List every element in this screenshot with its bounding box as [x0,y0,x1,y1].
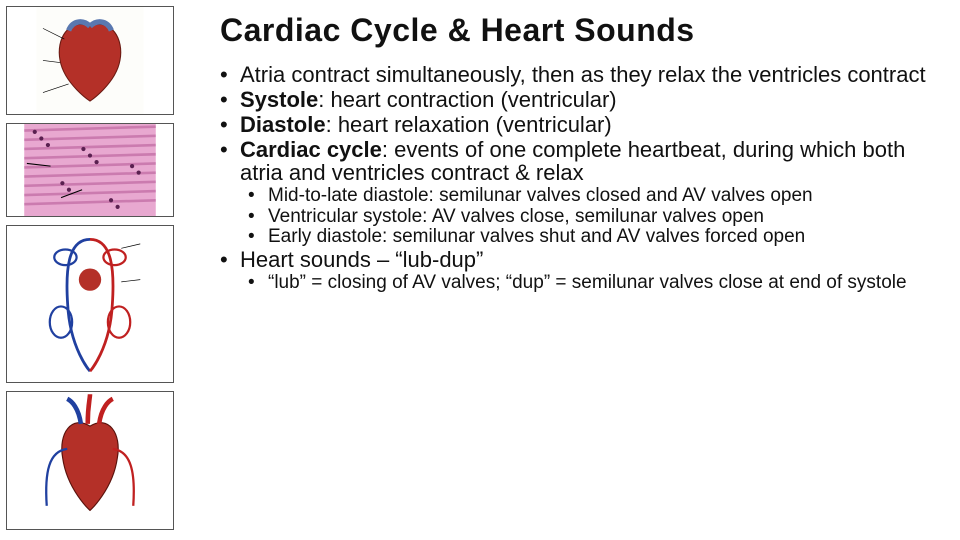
slide-content: Cardiac Cycle & Heart Sounds Atria contr… [180,0,960,540]
sub-bullet: “lub” = closing of AV valves; “dup” = se… [248,273,942,292]
sub-bullet: Ventricular systole: AV valves close, se… [248,207,942,226]
main-bullet: Atria contract simultaneously, then as t… [220,63,942,86]
slide: Cardiac Cycle & Heart Sounds Atria contr… [0,0,960,540]
heart-and-vessels [6,391,174,530]
slide-title: Cardiac Cycle & Heart Sounds [220,12,942,49]
sub-bullet: Mid-to-late diastole: semilunar valves c… [248,186,942,205]
main-bullet: Cardiac cycle: events of one complete he… [220,138,942,184]
main-bullet: Heart sounds – “lub-dup” [220,248,942,271]
main-bullet: Systole: heart contraction (ventricular) [220,88,942,111]
circulatory-system-diagram [6,225,174,383]
image-sidebar [0,0,180,540]
main-bullet: Diastole: heart relaxation (ventricular) [220,113,942,136]
sub-bullet: Early diastole: semilunar valves shut an… [248,227,942,246]
cardiac-muscle-histology [6,123,174,217]
bullet-list: Atria contract simultaneously, then as t… [220,63,942,292]
heart-anatomy-diagram [6,6,174,115]
